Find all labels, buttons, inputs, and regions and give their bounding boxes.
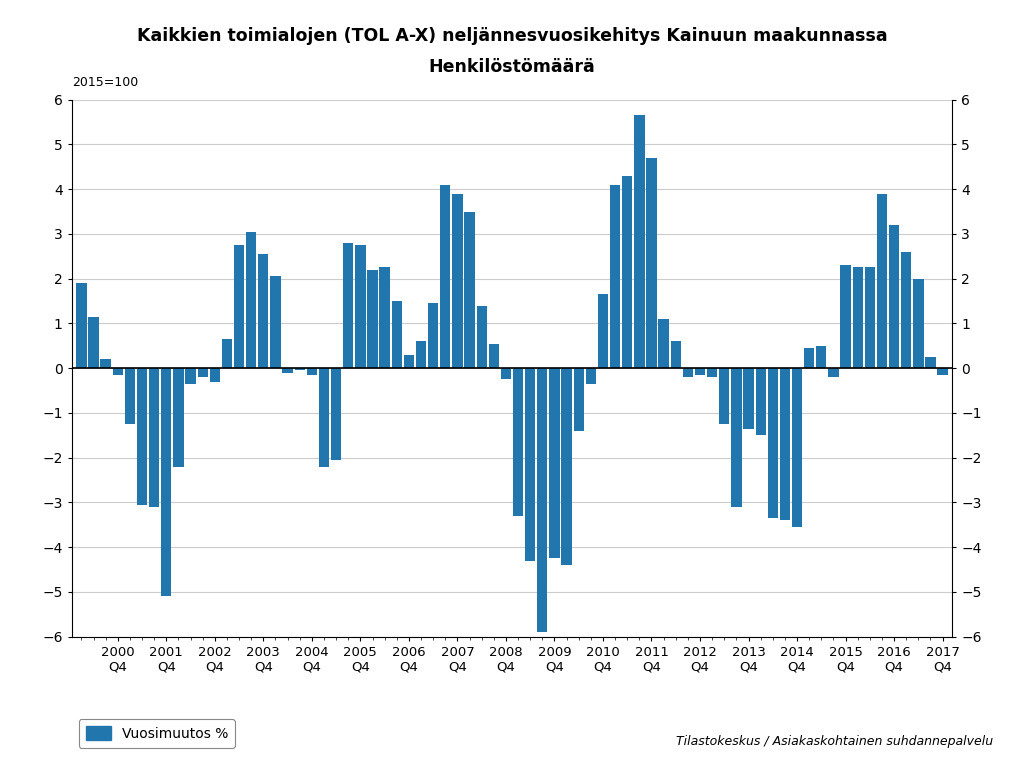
Bar: [623, 176, 633, 368]
Bar: [610, 185, 621, 368]
Bar: [88, 317, 98, 368]
Bar: [331, 368, 341, 460]
Bar: [525, 368, 536, 561]
Bar: [246, 232, 256, 368]
Bar: [233, 245, 245, 368]
Bar: [743, 368, 754, 429]
Bar: [646, 158, 656, 368]
Bar: [549, 368, 559, 558]
Bar: [380, 268, 390, 368]
Bar: [465, 212, 475, 368]
Bar: [295, 368, 305, 370]
Bar: [198, 368, 208, 377]
Legend: Vuosimuutos %: Vuosimuutos %: [79, 719, 234, 748]
Bar: [368, 270, 378, 368]
Bar: [828, 368, 839, 377]
Bar: [501, 368, 511, 380]
Bar: [270, 276, 281, 368]
Bar: [100, 359, 111, 368]
Bar: [428, 303, 438, 368]
Bar: [488, 344, 499, 368]
Bar: [586, 368, 596, 384]
Bar: [889, 225, 899, 368]
Bar: [343, 243, 353, 368]
Bar: [161, 368, 171, 597]
Bar: [853, 268, 863, 368]
Bar: [937, 368, 948, 375]
Bar: [901, 252, 911, 368]
Bar: [185, 368, 196, 384]
Bar: [804, 348, 814, 368]
Bar: [283, 368, 293, 373]
Bar: [355, 245, 366, 368]
Bar: [671, 341, 681, 368]
Bar: [173, 368, 183, 466]
Bar: [756, 368, 766, 436]
Bar: [792, 368, 802, 527]
Bar: [841, 265, 851, 368]
Bar: [307, 368, 317, 375]
Bar: [513, 368, 523, 515]
Bar: [877, 194, 887, 368]
Bar: [768, 368, 778, 518]
Bar: [561, 368, 571, 565]
Bar: [658, 319, 669, 368]
Bar: [634, 115, 644, 368]
Bar: [391, 301, 402, 368]
Bar: [125, 368, 135, 424]
Bar: [440, 185, 451, 368]
Bar: [318, 368, 329, 466]
Bar: [707, 368, 717, 377]
Bar: [779, 368, 791, 520]
Bar: [403, 354, 414, 368]
Bar: [926, 357, 936, 368]
Bar: [683, 368, 693, 377]
Bar: [150, 368, 160, 507]
Bar: [137, 368, 147, 505]
Bar: [719, 368, 729, 424]
Text: Kaikkien toimialojen (TOL A-X) neljännesvuosikehitys Kainuun maakunnassa: Kaikkien toimialojen (TOL A-X) neljännes…: [136, 27, 888, 44]
Bar: [453, 194, 463, 368]
Bar: [416, 341, 426, 368]
Bar: [113, 368, 123, 375]
Bar: [913, 278, 924, 368]
Bar: [210, 368, 220, 382]
Text: 2015=100: 2015=100: [72, 76, 138, 89]
Bar: [731, 368, 741, 507]
Bar: [695, 368, 706, 375]
Bar: [76, 283, 87, 368]
Text: Tilastokeskus / Asiakaskohtainen suhdannepalvelu: Tilastokeskus / Asiakaskohtainen suhdann…: [676, 735, 993, 748]
Bar: [816, 346, 826, 368]
Bar: [222, 339, 232, 368]
Text: Henkilöstömäärä: Henkilöstömäärä: [429, 58, 595, 75]
Bar: [864, 268, 874, 368]
Bar: [258, 254, 268, 368]
Bar: [538, 368, 548, 632]
Bar: [476, 305, 486, 368]
Bar: [598, 295, 608, 368]
Bar: [573, 368, 584, 431]
